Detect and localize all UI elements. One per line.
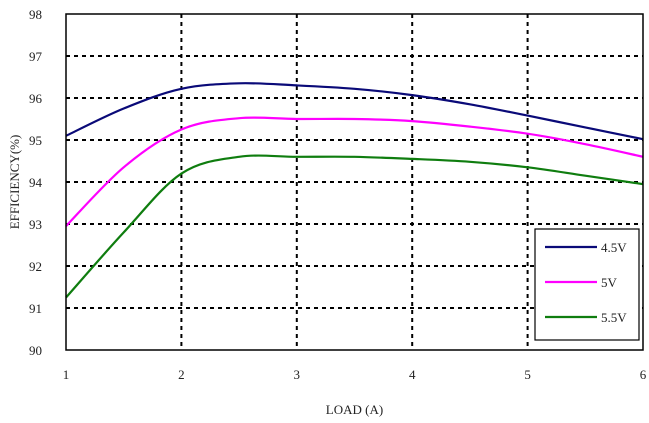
y-axis-label: EFFICIENCY(%) — [7, 135, 22, 230]
y-tick-label: 97 — [29, 49, 43, 64]
series-line — [65, 116, 644, 227]
x-tick-label: 4 — [409, 367, 416, 382]
y-tick-label: 94 — [29, 175, 43, 190]
y-tick-label: 91 — [29, 301, 42, 316]
legend-label: 4.5V — [601, 240, 627, 255]
grid — [66, 14, 643, 350]
legend-label: 5V — [601, 275, 618, 290]
x-tick-label: 5 — [524, 367, 531, 382]
x-tick-label: 3 — [294, 367, 301, 382]
y-tick-label: 93 — [29, 217, 42, 232]
y-tick-label: 98 — [29, 7, 42, 22]
x-tick-label: 2 — [178, 367, 185, 382]
y-tick-label: 92 — [29, 259, 42, 274]
x-tick-label: 6 — [640, 367, 647, 382]
series-lines — [65, 82, 644, 299]
legend-label: 5.5V — [601, 310, 627, 325]
plot-frame — [65, 13, 644, 351]
legend: 4.5V 5V 5.5V — [534, 228, 640, 341]
y-tick-label: 96 — [29, 91, 43, 106]
x-axis-label: LOAD (A) — [326, 402, 383, 417]
y-tick-label: 90 — [29, 343, 42, 358]
series-line — [65, 82, 644, 141]
series-line — [65, 154, 644, 299]
tick-labels: 1 2 3 4 5 6 90 91 92 93 94 95 96 97 98 — [29, 7, 647, 382]
y-tick-label: 95 — [29, 133, 42, 148]
x-tick-label: 1 — [63, 367, 70, 382]
